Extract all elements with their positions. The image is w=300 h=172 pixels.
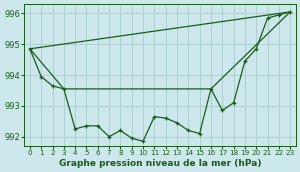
X-axis label: Graphe pression niveau de la mer (hPa): Graphe pression niveau de la mer (hPa) [59,159,261,168]
